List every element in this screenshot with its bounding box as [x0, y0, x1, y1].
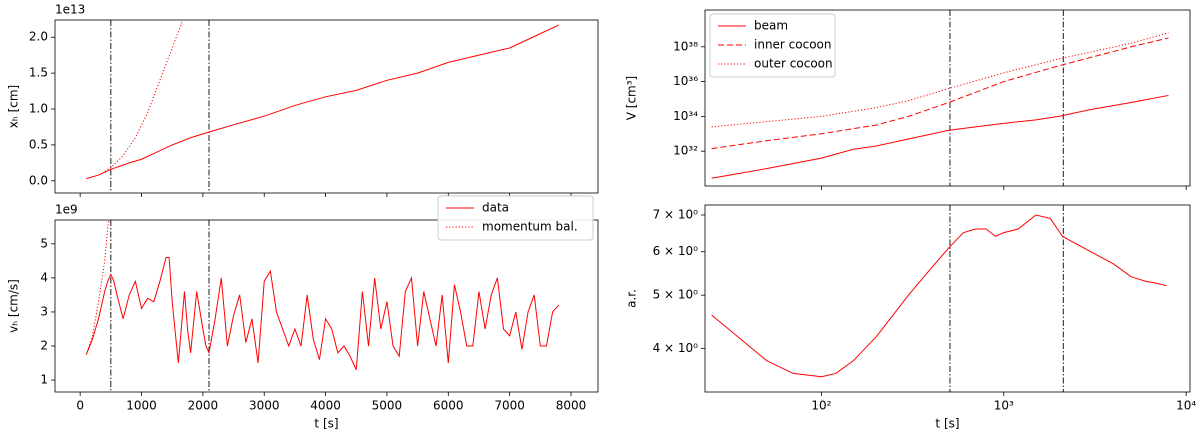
y-tick-label: 4 — [40, 270, 48, 284]
legend-box — [437, 195, 594, 241]
plot-area — [711, 10, 1169, 186]
x-tick-label: 10³ — [994, 399, 1014, 413]
y-tick-label: 10³⁸ — [673, 39, 698, 53]
legend-label: beam — [754, 19, 788, 33]
y-tick-label: 5 — [40, 236, 48, 250]
x-tick-label: 5000 — [372, 399, 403, 413]
legend-label: outer cocoon — [754, 57, 833, 71]
y-tick-label: 6 × 10⁰ — [653, 244, 699, 258]
frame — [54, 19, 599, 194]
x-axis-label: t [s] — [935, 417, 959, 431]
y-tick-label: 2.0 — [29, 30, 48, 44]
y-offset-label: 1e9 — [55, 203, 78, 217]
y-tick-label: 7 × 10⁰ — [653, 207, 699, 221]
series-line — [85, 220, 110, 355]
legend-box — [709, 13, 836, 78]
series-line — [711, 37, 1169, 150]
series-line — [85, 256, 560, 371]
x-tick-label: 10⁴ — [1176, 399, 1196, 413]
y-tick-label: 1.5 — [29, 66, 48, 80]
y-tick-label: 4 × 10⁰ — [653, 341, 699, 355]
legend-label: data — [482, 201, 509, 215]
x-tick-label: 8000 — [556, 399, 587, 413]
y-tick-label: 10³² — [673, 144, 698, 158]
x-tick-label: 10² — [811, 399, 831, 413]
plot-area — [85, 220, 560, 392]
plot-area — [711, 205, 1167, 392]
y-offset-label: 1e13 — [55, 3, 85, 17]
frame — [704, 9, 1191, 187]
series-line — [711, 214, 1167, 378]
x-tick-label: 2000 — [188, 399, 219, 413]
frame — [54, 219, 599, 393]
y-axis-label: V [cm³] — [625, 76, 639, 120]
frame — [704, 204, 1191, 393]
x-tick-label: 1000 — [126, 399, 157, 413]
y-tick-label: 1.0 — [29, 102, 48, 116]
y-tick-label: 10³⁶ — [673, 74, 698, 88]
y-axis-label: vₕ [cm/s] — [7, 279, 21, 333]
x-tick-label: 4000 — [310, 399, 341, 413]
y-tick-label: 5 × 10⁰ — [653, 288, 699, 302]
y-axis-label: xₕ [cm] — [7, 85, 21, 128]
x-tick-label: 0 — [76, 399, 84, 413]
series-line — [711, 94, 1169, 179]
series-line — [86, 24, 559, 180]
y-tick-label: 3 — [40, 304, 48, 318]
x-axis-label: t [s] — [314, 417, 338, 431]
x-tick-label: 6000 — [433, 399, 464, 413]
plot-area — [86, 20, 559, 193]
y-tick-label: 0.5 — [29, 137, 48, 151]
y-tick-label: 10³⁴ — [673, 109, 698, 123]
y-tick-label: 1 — [40, 373, 48, 387]
y-tick-label: 0.0 — [29, 173, 48, 187]
y-axis-label: a.r. — [625, 289, 639, 308]
x-tick-label: 3000 — [249, 399, 280, 413]
y-tick-label: 2 — [40, 339, 48, 353]
series-line — [104, 20, 184, 172]
legend-label: inner cocoon — [754, 38, 832, 52]
x-tick-label: 7000 — [494, 399, 525, 413]
legend-label: momentum bal. — [482, 220, 578, 234]
